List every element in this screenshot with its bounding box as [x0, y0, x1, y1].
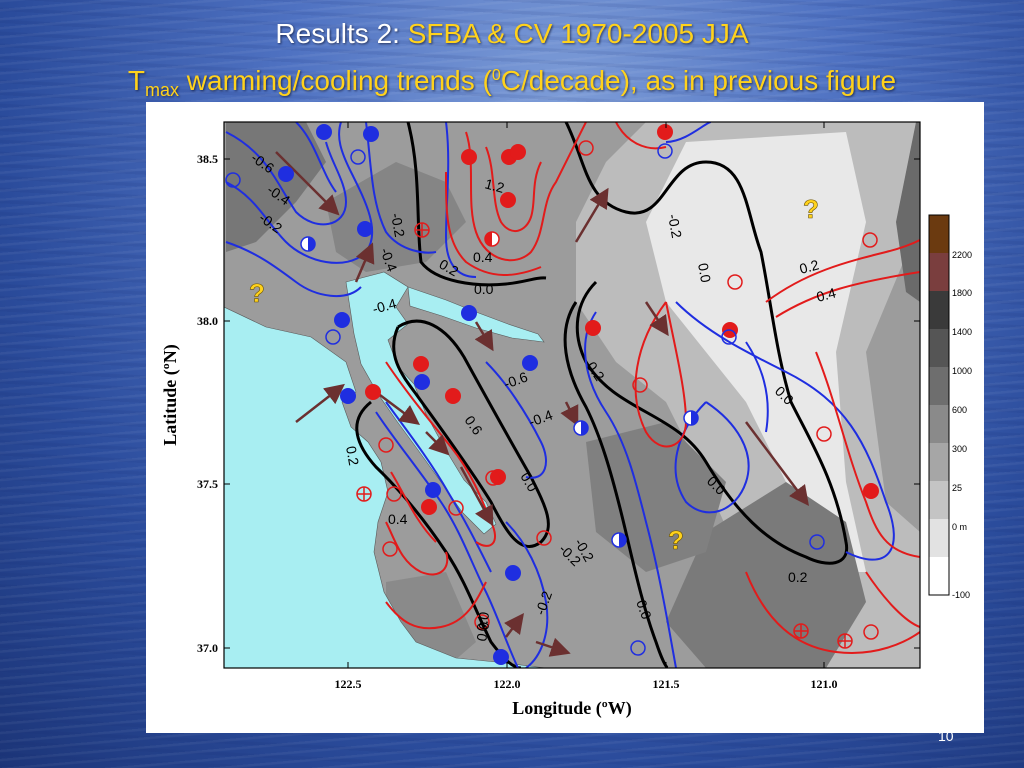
- legend-label: -100: [952, 590, 970, 600]
- map-area: -0.6 -0.4 -0.2 -0.2 -0.4 -0.4 0.2 0.4 1.…: [224, 122, 920, 668]
- contour-label: -0.6: [502, 368, 530, 391]
- slide-title-line-1: Results 2: SFBA & CV 1970-2005 JJA: [0, 16, 1024, 52]
- legend-label: 2200: [952, 250, 972, 260]
- question-mark-south: ?: [668, 525, 684, 555]
- x-tick-labels: 122.5 122.0 121.5 121.0: [335, 677, 838, 691]
- legend-swatch: [929, 215, 949, 253]
- contour-label: 0.0: [473, 620, 492, 642]
- crossed-stations: [356, 222, 853, 649]
- legend-label: 1000: [952, 366, 972, 376]
- tmax-subscript: max: [145, 80, 180, 100]
- contour-label: 0.4: [473, 249, 493, 265]
- axis-ticks: [224, 122, 920, 668]
- legend-swatch: [929, 443, 949, 481]
- legend-swatch: [929, 367, 949, 405]
- sierra-foothills: [896, 122, 920, 302]
- y-tick-labels: 38.5 38.0 37.5 37.0: [197, 152, 218, 655]
- contour-label: 0.4: [815, 284, 838, 305]
- legend-label: 1400: [952, 327, 972, 337]
- title-highlight: SFBA & CV 1970-2005 JJA: [407, 18, 749, 49]
- contour-label: 0.2: [788, 569, 808, 585]
- legend-labels: 2200 1800 1400 1000 600 300 25 0 m -100: [952, 250, 972, 600]
- title-line-2-part-1: warming/cooling trends (: [179, 65, 492, 96]
- contour-label: 0.4: [388, 511, 408, 527]
- tmax-symbol: T: [127, 65, 146, 96]
- contour-label: -0.4: [377, 246, 400, 274]
- north-hills: [226, 122, 326, 252]
- mixed-stations: [300, 231, 699, 548]
- y-tick-label: 38.5: [197, 152, 218, 166]
- open-stations: [225, 140, 879, 656]
- y-axis-title: Latitude (ºN): [160, 344, 181, 445]
- title-line-2-part-2: C/decade), as in previous figure: [500, 65, 897, 96]
- central-valley-lowland: [646, 132, 866, 572]
- legend-label: 300: [952, 444, 967, 454]
- contour-label: 0.0: [474, 281, 494, 297]
- trend-map-svg: -0.6 -0.4 -0.2 -0.2 -0.4 -0.4 0.2 0.4 1.…: [160, 121, 972, 719]
- warming-contours: [385, 122, 920, 654]
- legend-swatch: [929, 519, 949, 557]
- uncertainty-markers: ? ? ?: [249, 194, 819, 556]
- contour-label: -0.2: [388, 212, 408, 239]
- x-axis-title: Longitude (ºW): [512, 698, 631, 719]
- legend-swatch: [929, 557, 949, 595]
- y-tick-label: 37.5: [197, 477, 218, 491]
- map-frame: [223, 121, 921, 669]
- contour-label: 0.0: [633, 598, 655, 622]
- slide-title-line-2: Tmax warming/cooling trends (0C/decade),…: [0, 58, 1024, 108]
- elevation-legend-bar: [929, 215, 949, 595]
- y-tick-label: 37.0: [197, 641, 218, 655]
- trend-map-figure: -0.6 -0.4 -0.2 -0.2 -0.4 -0.4 0.2 0.4 1.…: [146, 102, 984, 733]
- contour-label: 1.2: [483, 175, 506, 196]
- zero-contours: [355, 122, 849, 668]
- x-tick-label: 122.5: [335, 677, 362, 691]
- question-mark-northeast: ?: [803, 194, 819, 224]
- legend-label: 1800: [952, 288, 972, 298]
- cooling-stations: [278, 124, 538, 665]
- trend-arrows: [275, 151, 809, 657]
- contour-label: -0.4: [527, 406, 555, 429]
- contour-label: 0.0: [695, 262, 714, 284]
- degree-superscript: 0: [491, 67, 501, 84]
- legend-swatch: [929, 329, 949, 367]
- contour-label: 0.2: [343, 445, 362, 467]
- contour-label: -0.4: [371, 295, 399, 317]
- elevation-legend: 2200 1800 1400 1000 600 300 25 0 m -100: [928, 214, 972, 600]
- x-tick-label: 121.0: [811, 677, 838, 691]
- legend-frame: [928, 214, 950, 596]
- legend-swatch: [929, 291, 949, 329]
- legend-swatch: [929, 253, 949, 291]
- pacific-ocean: [224, 306, 547, 668]
- legend-label: 25: [952, 483, 962, 493]
- contour-label: -0.2: [532, 589, 555, 617]
- title-prefix: Results 2:: [275, 18, 408, 49]
- diablo-range-dark: [666, 482, 866, 668]
- contour-label: 0.2: [798, 256, 821, 277]
- legend-swatch: [929, 405, 949, 443]
- contour-label: -0.2: [665, 213, 685, 240]
- legend-label: 600: [952, 405, 967, 415]
- contour-label: 0.0: [473, 610, 492, 632]
- warming-stations: [365, 124, 879, 515]
- x-tick-label: 122.0: [494, 677, 521, 691]
- legend-label: 0 m: [952, 522, 967, 532]
- legend-swatch: [929, 481, 949, 519]
- x-tick-label: 121.5: [653, 677, 680, 691]
- question-mark-west: ?: [249, 278, 265, 308]
- y-tick-label: 38.0: [197, 314, 218, 328]
- page-number: 10: [938, 728, 954, 744]
